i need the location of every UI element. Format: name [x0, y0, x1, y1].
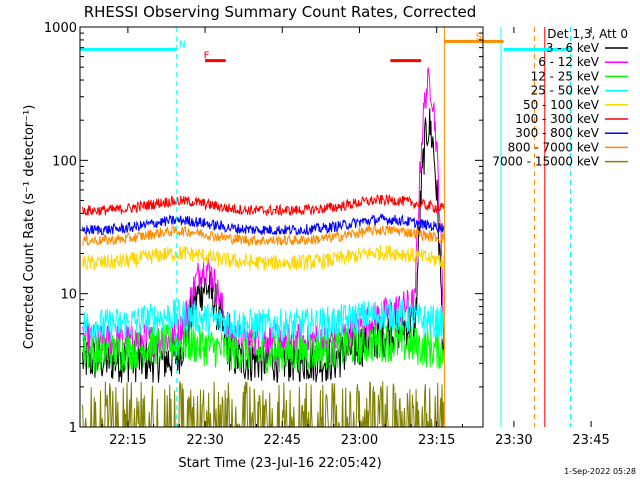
y-tick-label-3: 1000 [44, 21, 77, 36]
plot-area: N F S [79, 27, 571, 429]
y-tick-label-0: 1 [69, 421, 77, 436]
legend-label-7: 800 - 7000 keV [508, 140, 600, 154]
legend-label-4: 50 - 100 keV [523, 98, 600, 112]
y-axis-label: Corrected Count Rate (s⁻¹ detector⁻¹) [22, 105, 37, 350]
x-tick-label-6: 23:45 [572, 433, 609, 448]
y-tick-label-2: 100 [52, 154, 77, 169]
legend-title: Det 1,3, Att 0 [547, 27, 628, 41]
marker-label-3: S [476, 31, 482, 42]
legend-label-2: 12 - 25 keV [531, 69, 600, 83]
series-line-5 [82, 194, 445, 217]
legend-label-5: 100 - 300 keV [515, 112, 599, 126]
x-tick-label-0: 22:15 [109, 433, 146, 448]
series-line-4 [82, 244, 445, 271]
series-line-2 [82, 322, 445, 374]
y-tick-label-1: 10 [60, 288, 77, 303]
legend-label-3: 25 - 50 keV [531, 84, 600, 98]
axis-ticks: 22:15 22:30 22:45 23:00 23:15 23:30 23:45 1 10 10… [44, 21, 610, 448]
legend-label-8: 7000 - 15000 keV [492, 155, 599, 169]
legend-label-0: 3 - 6 keV [546, 41, 600, 55]
x-tick-label-4: 23:15 [418, 433, 455, 448]
x-axis-label: Start Time (23-Jul-16 22:05:42) [178, 456, 381, 471]
marker-label-1: F [204, 51, 210, 62]
plot-frame [79, 26, 484, 428]
x-tick-label-5: 23:30 [495, 433, 532, 448]
timestamp: 1-Sep-2022 05:28 [564, 467, 636, 476]
legend-label-6: 300 - 800 keV [515, 126, 599, 140]
series-line-7 [82, 223, 445, 247]
x-tick-label-3: 23:00 [341, 433, 378, 448]
x-tick-label-1: 22:30 [186, 433, 223, 448]
x-tick-label-2: 22:45 [264, 433, 301, 448]
series-line-6 [82, 212, 445, 236]
series-line-3 [82, 298, 445, 344]
legend-label-1: 6 - 12 keV [538, 55, 600, 69]
chart-title: RHESSI Observing Summary Count Rates, Co… [84, 3, 477, 21]
marker-label-0: N [179, 39, 186, 50]
series-line-8 [82, 381, 445, 429]
